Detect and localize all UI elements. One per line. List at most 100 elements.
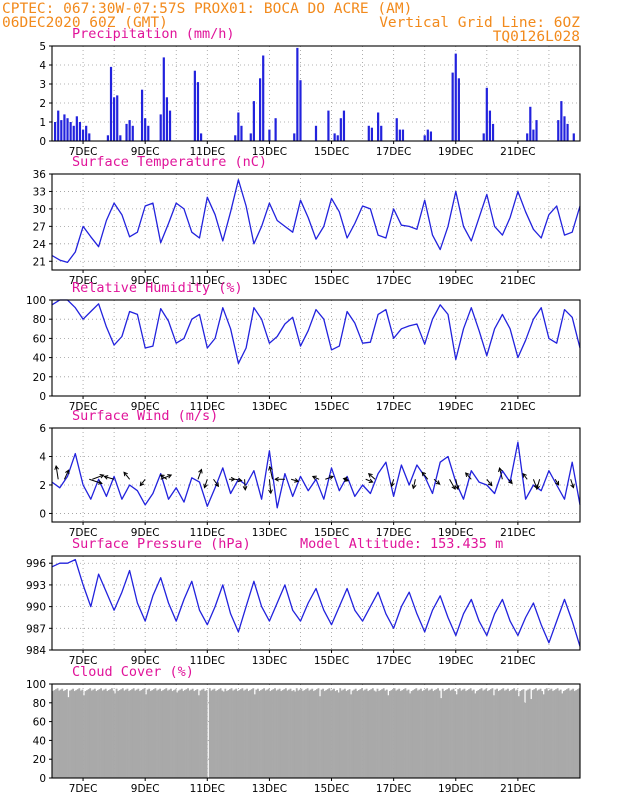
cloud-bar: [517, 696, 520, 778]
x-tick-label: 19DEC: [438, 527, 473, 539]
cloud-bar: [250, 689, 253, 778]
x-tick-label: 13DEC: [252, 275, 287, 287]
cloud-bar: [256, 688, 259, 778]
precip-bar: [395, 118, 398, 141]
cloud-bar: [350, 694, 353, 778]
cloud-bar: [215, 691, 217, 778]
cloud-bar: [401, 690, 404, 778]
cloud-bar: [238, 690, 241, 778]
wind-arrow-head: [123, 471, 128, 477]
precip-bar: [54, 122, 57, 141]
cloud-bar: [440, 698, 443, 778]
cloud-bar: [319, 696, 321, 778]
x-tick-label: 15DEC: [314, 146, 349, 158]
cloud-bar: [443, 691, 446, 778]
panel-title: Relative Humidity (%): [72, 280, 243, 296]
cloud-bar: [138, 691, 141, 778]
x-tick-label: 7DEC: [69, 783, 98, 795]
cloud-bar: [325, 690, 328, 778]
cloud-bar: [421, 691, 424, 778]
cloud-bar: [288, 689, 290, 778]
x-tick-label: 11DEC: [190, 783, 225, 795]
cloud-bar: [507, 688, 509, 778]
cloud-bar: [550, 688, 553, 778]
cloud-bar: [140, 690, 143, 778]
cloud-bar: [385, 689, 388, 778]
precip-bar: [57, 110, 60, 141]
cloud-bar: [485, 688, 488, 778]
cloud-bar: [427, 690, 430, 778]
precip-bar: [451, 72, 454, 141]
y-tick-label: 36: [33, 169, 47, 181]
cloud-bar: [211, 689, 214, 778]
wind-arrow-head: [535, 485, 540, 491]
cloud-bar: [270, 690, 273, 778]
wind-arrow-shaft: [104, 475, 115, 480]
cloud-bar: [224, 688, 227, 778]
cloud-bar: [236, 691, 239, 778]
cloud-bar: [406, 690, 408, 778]
x-tick-label: 9DEC: [131, 527, 160, 539]
wind-arrow-shaft: [325, 476, 334, 480]
cloud-bar: [479, 689, 481, 778]
wind-arrow-shaft: [139, 478, 146, 486]
cloud-bar: [132, 688, 135, 778]
wind-arrow-shaft: [291, 478, 299, 482]
cloud-bar: [106, 691, 109, 778]
cloud-bar: [362, 690, 365, 778]
cloud-bar: [173, 690, 175, 778]
cloud-bar: [225, 691, 228, 778]
wind-arrow-shaft: [365, 478, 373, 483]
cloud-bar: [556, 688, 559, 778]
cloud-bar: [187, 688, 189, 778]
y-tick-label: 3: [39, 79, 46, 91]
y-tick-label: 2: [39, 98, 46, 110]
wind-arrow-head: [570, 483, 575, 489]
x-tick-label: 9DEC: [131, 783, 160, 795]
y-tick-label: 4: [39, 451, 46, 463]
cloud-bar: [182, 691, 185, 778]
cloud-bar: [317, 688, 320, 778]
precip-bar: [113, 97, 116, 141]
cloud-bar: [429, 689, 432, 778]
cloud-bar: [168, 689, 171, 778]
wind-arrow-head: [242, 485, 248, 491]
y-tick-label: 0: [39, 136, 46, 148]
cloud-bar: [548, 689, 551, 778]
cloud-bar: [564, 690, 567, 778]
cloud-bar: [283, 689, 286, 778]
wind-arrow-head: [342, 476, 348, 482]
cloud-bar: [306, 688, 309, 778]
cloud-bar: [531, 690, 534, 778]
cloud-bar: [463, 688, 466, 778]
cloud-bar: [328, 688, 331, 778]
precip-bar: [258, 78, 262, 141]
cloud-bar: [298, 689, 301, 778]
y-tick-label: 40: [33, 735, 46, 747]
cloud-bar: [145, 694, 148, 778]
cloud-bar: [232, 690, 234, 778]
cloud-bar: [180, 688, 183, 778]
cloud-bar: [148, 688, 151, 778]
cloud-bar: [154, 688, 157, 778]
cloud-bar: [575, 690, 578, 778]
precip-bar: [72, 125, 75, 141]
panel-frame: [51, 173, 581, 271]
wind-arrow-head: [237, 477, 243, 483]
cloud-bar: [109, 689, 112, 778]
cloud-bar: [469, 688, 472, 778]
cloud-bar: [67, 697, 70, 778]
cloud-bar: [205, 690, 208, 778]
cloud-bar: [562, 691, 565, 778]
cloud-bar: [179, 689, 182, 778]
cloud-bar: [496, 688, 498, 778]
cloud-bar: [545, 688, 548, 778]
cloud-bar: [452, 688, 455, 778]
cloud-bar: [474, 693, 477, 778]
panel-annotation: Model Altitude: 153.435 m: [300, 536, 503, 552]
cloud-bar: [302, 691, 304, 778]
cloud-bar: [278, 688, 281, 778]
cloud-bar: [503, 690, 506, 778]
precip-bar: [572, 133, 575, 141]
cloud-bar: [163, 689, 166, 778]
